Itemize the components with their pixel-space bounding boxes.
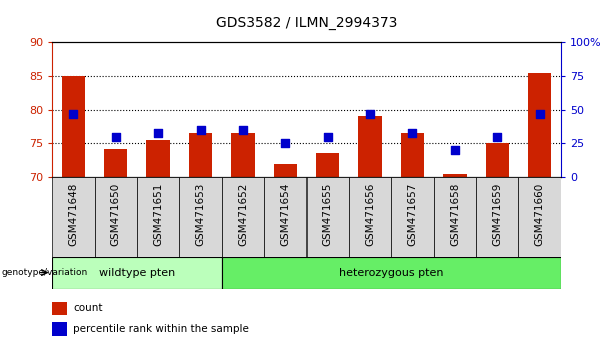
Point [69,111,78,116]
Point [450,147,460,153]
Bar [519,177,561,257]
Bar [222,177,264,257]
Bar [62,76,85,177]
Bar [147,140,170,177]
Point [238,127,248,133]
Bar [179,177,222,257]
Bar [264,177,306,257]
Bar [222,257,561,289]
Text: GSM471660: GSM471660 [535,183,545,246]
Text: GSM471652: GSM471652 [238,183,248,246]
Bar [434,177,476,257]
Text: GSM471648: GSM471648 [68,183,78,246]
Text: GDS3582 / ILMN_2994373: GDS3582 / ILMN_2994373 [216,16,397,30]
Text: GSM471650: GSM471650 [111,183,121,246]
Text: GSM471653: GSM471653 [196,183,205,246]
Text: GSM471658: GSM471658 [450,183,460,246]
Bar [528,73,551,177]
Text: heterozygous pten: heterozygous pten [339,268,444,278]
Text: GSM471656: GSM471656 [365,183,375,246]
Bar [94,177,137,257]
Text: GSM471655: GSM471655 [322,183,333,246]
Bar [104,149,128,177]
Bar [52,257,222,289]
Text: GSM471654: GSM471654 [280,183,291,246]
Text: genotype/variation: genotype/variation [1,268,88,277]
Text: GSM471651: GSM471651 [153,183,163,246]
Bar [349,177,391,257]
Point [535,111,544,116]
Point [280,141,290,146]
Point [365,111,375,116]
Bar [391,177,433,257]
Bar [273,164,297,177]
Point [408,130,417,136]
Text: GSM471657: GSM471657 [408,183,417,246]
Point [492,134,502,139]
Bar [485,143,509,177]
Point [196,127,205,133]
Text: GSM471659: GSM471659 [492,183,502,246]
Bar [359,116,382,177]
Bar [137,177,180,257]
Point [153,130,163,136]
Point [323,134,333,139]
Bar [316,154,340,177]
Text: percentile rank within the sample: percentile rank within the sample [73,324,249,334]
Bar [189,133,212,177]
Point [111,134,121,139]
Bar [52,322,67,336]
Bar [306,177,349,257]
Text: count: count [73,303,102,313]
Bar [231,133,254,177]
Bar [52,177,94,257]
Bar [52,302,67,315]
Bar [401,133,424,177]
Text: wildtype pten: wildtype pten [99,268,175,278]
Bar [443,174,466,177]
Bar [476,177,519,257]
